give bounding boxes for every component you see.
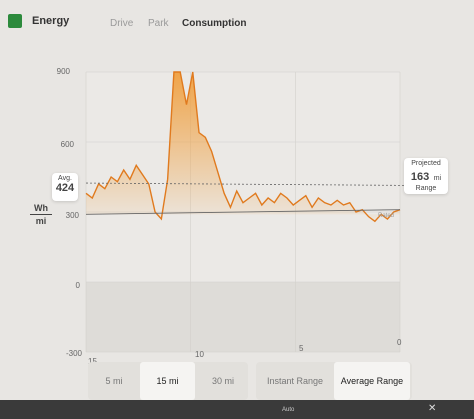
tab-park[interactable]: Park [148,18,169,29]
energy-chart-icon [8,14,22,28]
average-range-button[interactable]: Average Range [334,362,410,400]
y-tick-label: 300 [65,211,79,220]
y-tick-label: 0 [75,281,80,290]
bottom-status-strip [0,400,474,419]
y-tick-label: -300 [65,349,82,358]
x-tick-label: 10 [195,350,204,359]
x-tick-label: 0 [397,338,402,347]
projected-value-row: 163 mi [404,167,448,185]
y-tick-label: 900 [56,67,70,76]
tab-consumption[interactable]: Consumption [182,18,247,29]
y-tick-label: 600 [60,140,74,149]
consumption-area [86,72,400,222]
projected-sub: Range [415,185,437,192]
instant-range-button[interactable]: Instant Range [266,376,324,386]
app-title: Energy [32,15,70,27]
projected-value: 163 [410,171,430,183]
projected-range-callout: Projected 163 mi Range [404,158,448,194]
avg-callout: Avg. 424 [52,173,78,201]
projected-unit: mi [433,175,442,182]
range-5mi-button[interactable]: 5 mi [105,376,123,386]
energy-app-screen: Energy Drive Park Consumption 900 600 30… [0,0,474,400]
unit-numerator: Wh [34,203,48,213]
auto-label: Auto [282,407,295,413]
range-15mi-button[interactable]: 15 mi [140,362,195,400]
x-tick-label: 5 [299,344,304,353]
rated-line [85,209,401,215]
avg-value: 424 [55,182,75,194]
consumption-chart [85,71,405,353]
rated-label: Rated [378,213,395,219]
projected-label: Projected [411,160,441,167]
range-button-bar: 5 mi 15 mi 30 mi Instant Range Average R… [0,362,474,402]
avg-label: Avg. [58,175,72,182]
header: Energy Drive Park Consumption [0,0,474,48]
range-30mi-button[interactable]: 30 mi [211,376,234,386]
consumption-line [85,71,401,223]
regen-area [86,282,400,352]
average-line [85,182,405,186]
unit-divider [30,214,52,215]
tab-drive[interactable]: Drive [110,18,134,29]
unit-denominator: mi [35,216,47,226]
close-icon[interactable]: ✕ [428,403,437,414]
x-tick-label: 15 [88,357,97,366]
y-axis-unit: Wh mi [30,203,52,226]
